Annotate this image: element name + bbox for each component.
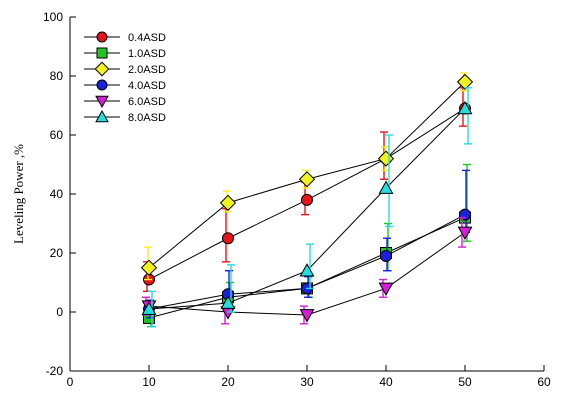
data-point	[222, 232, 234, 245]
data-point	[457, 226, 473, 240]
series-1-0asd	[143, 163, 471, 328]
error-bar	[306, 243, 314, 290]
legend-label: 1.0ASD	[128, 48, 166, 60]
data-point	[459, 208, 471, 221]
series-8-0asd	[141, 87, 473, 328]
error-bar	[464, 87, 472, 145]
series-layer	[140, 72, 474, 328]
legend-item: 0.4ASD	[84, 31, 166, 44]
legend-label: 4.0ASD	[128, 80, 166, 92]
data-point	[380, 249, 392, 262]
legend-label: 2.0ASD	[128, 64, 166, 76]
data-point	[94, 61, 110, 77]
series-0-4asd	[143, 87, 471, 293]
data-point	[220, 295, 236, 309]
data-point	[95, 109, 109, 123]
x-tick-label: 10	[142, 375, 156, 389]
y-tick-label: 80	[50, 69, 64, 83]
x-axis: 0 10 20 30 40 50 60	[67, 365, 551, 389]
legend-label: 0.4ASD	[128, 32, 166, 44]
legend-item: 6.0ASD	[84, 95, 166, 109]
data-point	[141, 301, 157, 315]
legend-label: 6.0ASD	[128, 96, 166, 108]
y-tick-label: 0	[56, 305, 63, 319]
data-point	[378, 282, 394, 297]
x-tick-label: 40	[379, 375, 393, 389]
data-point	[457, 100, 473, 115]
legend-item: 8.0ASD	[84, 109, 166, 124]
legend-item: 4.0ASD	[84, 79, 166, 92]
data-point	[96, 79, 108, 91]
data-point	[96, 31, 108, 43]
x-tick-label: 60	[537, 375, 551, 389]
data-point	[298, 171, 316, 188]
data-point	[96, 47, 108, 59]
x-tick-label: 50	[458, 375, 472, 389]
y-axis-label: Leveling Power ,%	[11, 144, 26, 244]
x-tick-label: 30	[300, 375, 314, 389]
series-2-0asd	[140, 72, 474, 281]
y-tick-label: -20	[46, 364, 64, 378]
x-tick-label: 0	[67, 375, 74, 389]
x-tick-label: 20	[221, 375, 235, 389]
legend-item: 1.0ASD	[84, 47, 166, 60]
data-point	[299, 309, 315, 323]
y-tick-label: 20	[50, 246, 64, 260]
data-point	[140, 259, 158, 276]
y-tick-label: 40	[50, 187, 64, 201]
data-point	[219, 194, 237, 211]
data-point	[299, 263, 315, 277]
data-point	[456, 73, 474, 91]
data-point	[378, 180, 394, 194]
legend-label: 8.0ASD	[128, 112, 166, 124]
y-tick-label: 60	[50, 128, 64, 142]
data-point	[95, 95, 109, 109]
legend-item: 2.0ASD	[84, 61, 166, 77]
data-point	[301, 193, 313, 206]
legend: 0.4ASD 1.0ASD 2.0ASD 4.0ASD 6.0ASD 8.0ASD	[84, 31, 166, 124]
y-tick-label: 100	[43, 10, 63, 24]
error-bar	[385, 134, 393, 228]
y-axis: -20 0 20 40 60 80 100	[43, 10, 76, 378]
data-point	[377, 150, 395, 167]
